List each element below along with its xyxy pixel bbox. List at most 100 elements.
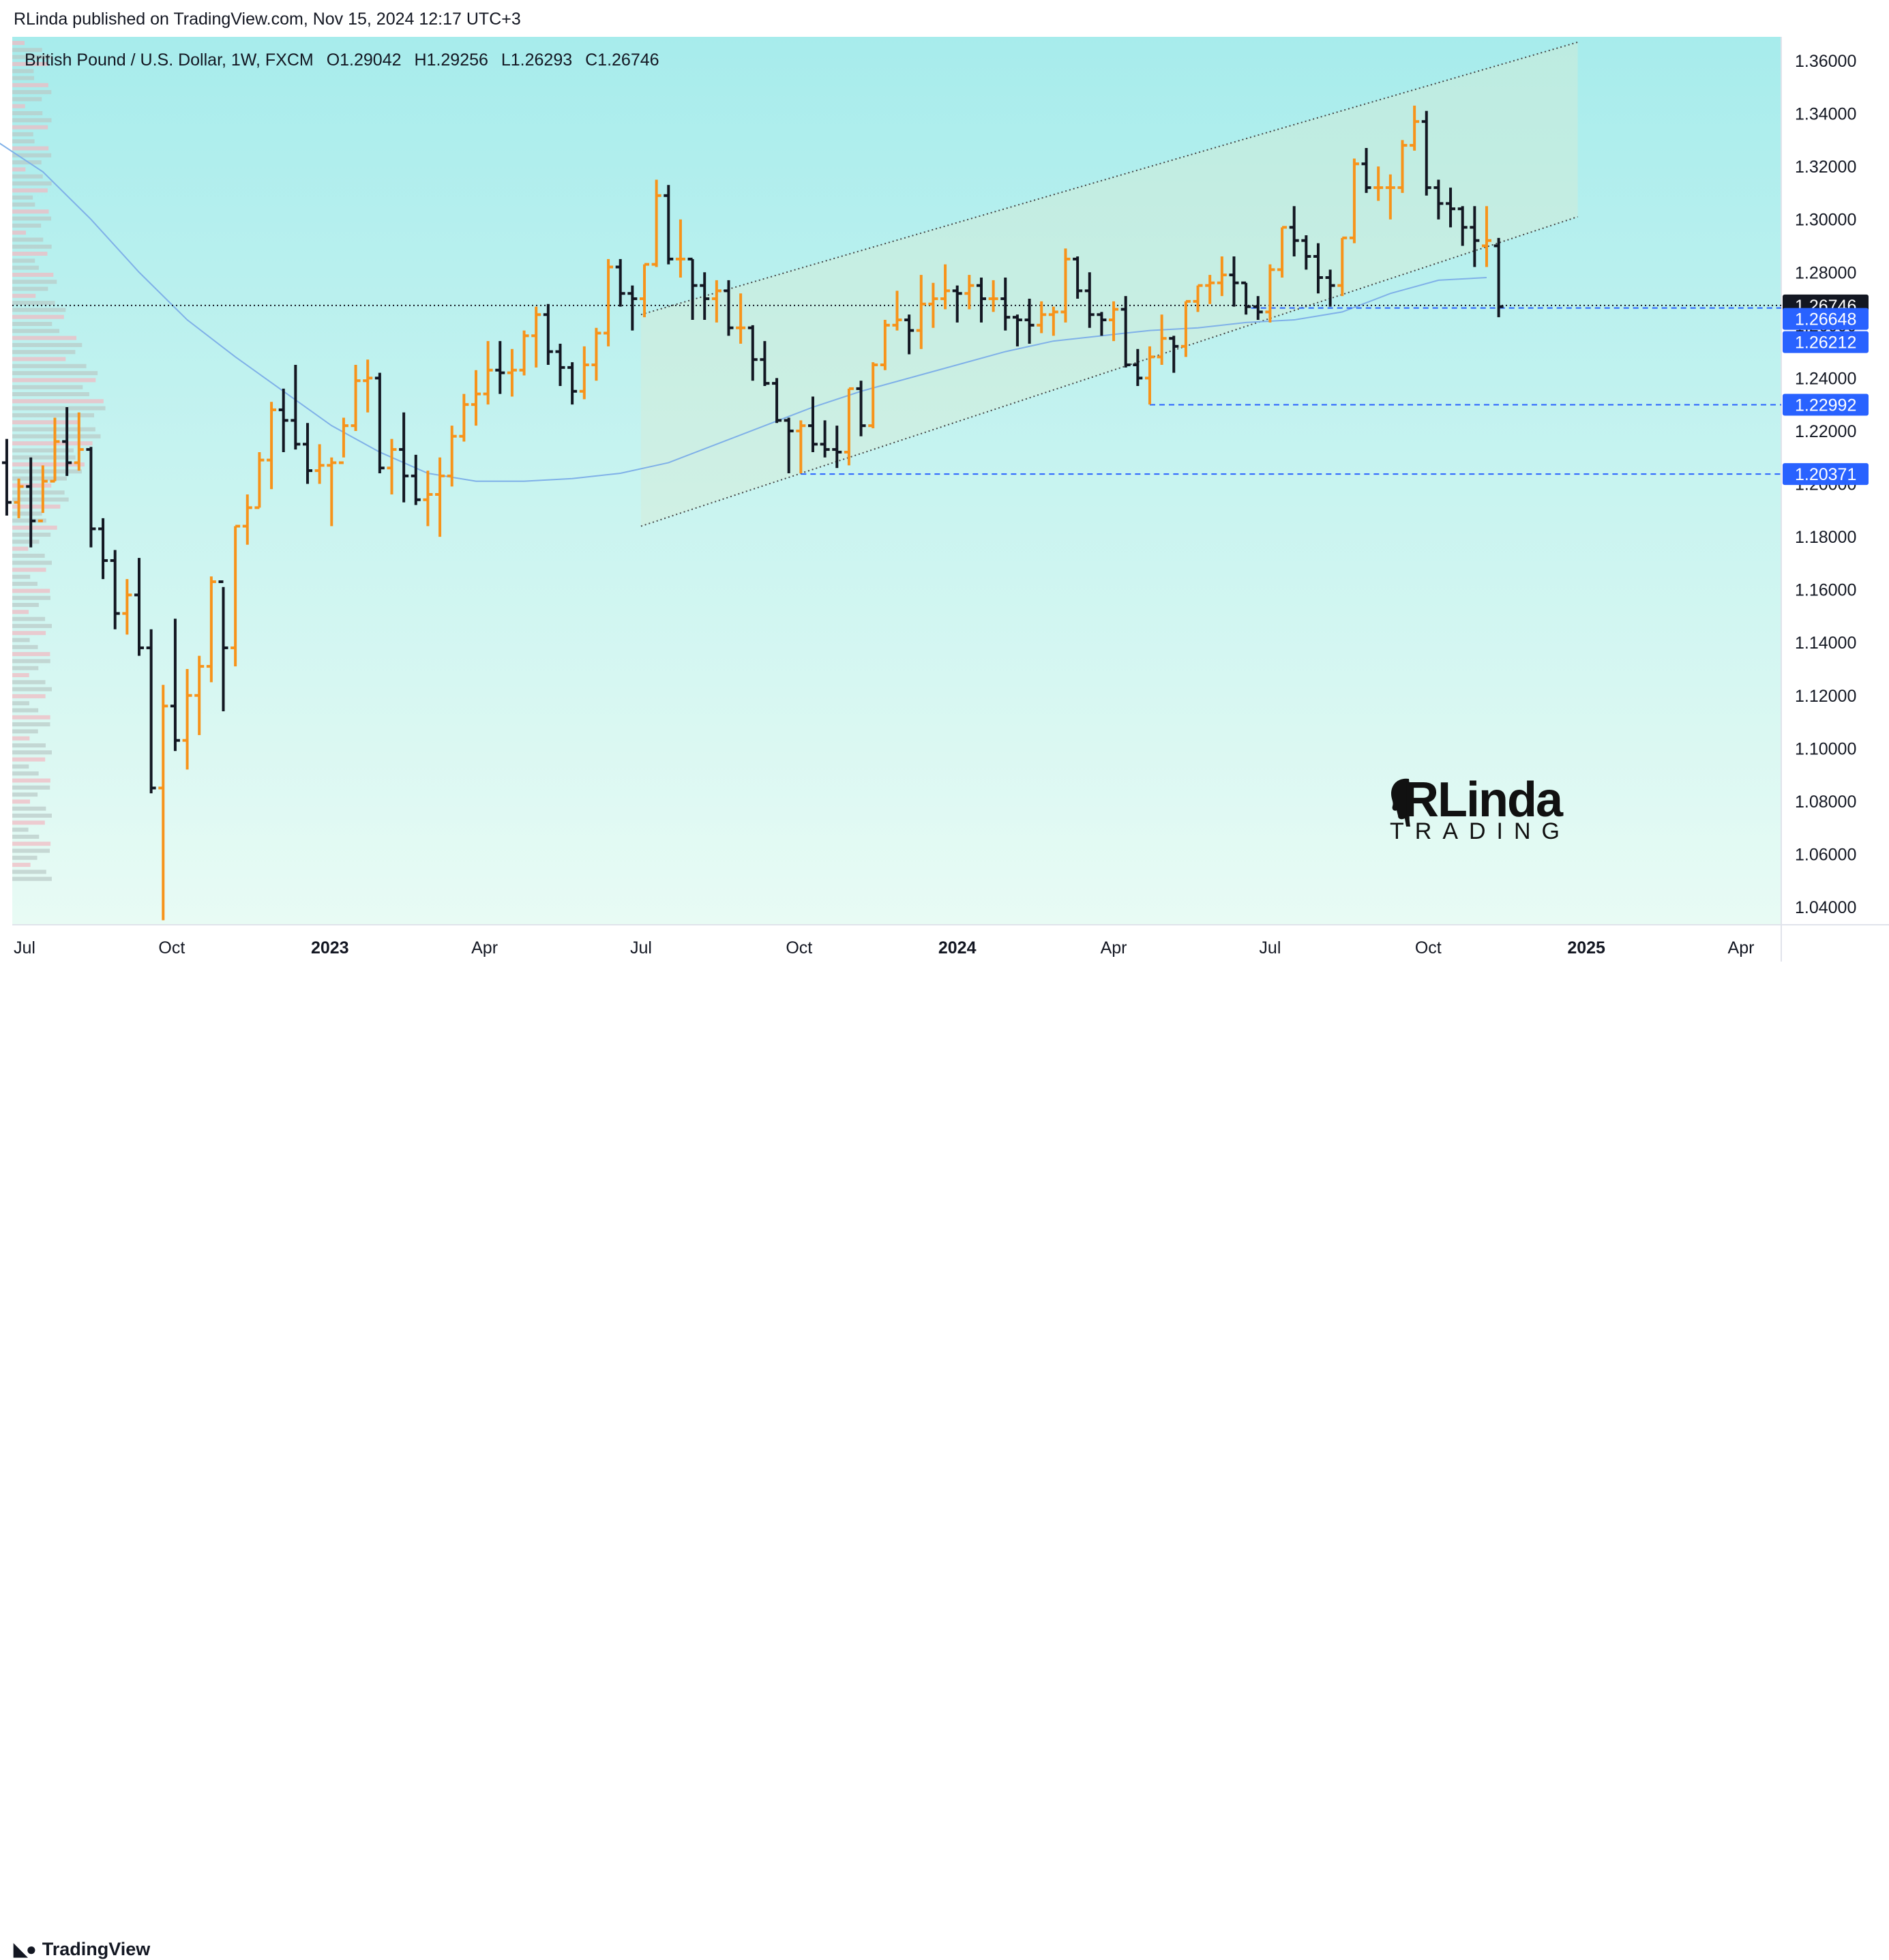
volume-profile-row bbox=[12, 111, 43, 115]
ohlc-bar bbox=[74, 412, 84, 471]
y-tick-label: 1.36000 bbox=[1795, 52, 1856, 71]
volume-profile-row bbox=[12, 644, 38, 649]
volume-profile bbox=[12, 41, 106, 881]
volume-profile-row bbox=[12, 750, 52, 755]
ohlc-bar bbox=[892, 291, 902, 331]
ohlc-bar bbox=[1457, 206, 1468, 246]
volume-profile-row bbox=[12, 293, 36, 298]
ohlc-bar bbox=[531, 306, 541, 368]
volume-profile-row bbox=[12, 41, 25, 45]
volume-profile-row bbox=[12, 322, 53, 326]
volume-profile-row bbox=[12, 434, 101, 439]
volume-profile-row bbox=[12, 708, 39, 713]
volume-profile-row bbox=[12, 799, 31, 804]
svg-text:1.26648: 1.26648 bbox=[1795, 310, 1856, 329]
ohlc-bar bbox=[1097, 312, 1107, 336]
tradingview-brand[interactable]: ◣● TradingView bbox=[14, 1939, 150, 1960]
channel-upper-line[interactable] bbox=[640, 41, 1578, 316]
volume-profile-row bbox=[12, 855, 38, 860]
ohlc-bar bbox=[254, 451, 265, 509]
volume-profile-row bbox=[12, 125, 48, 130]
tradingview-label: TradingView bbox=[42, 1939, 151, 1959]
volume-profile-row bbox=[12, 469, 82, 474]
regression-channel bbox=[640, 41, 1578, 527]
author-logo-sub: TRADING bbox=[1390, 818, 1571, 844]
ohlc-bar bbox=[591, 327, 601, 381]
ohlc-bar bbox=[784, 417, 794, 473]
ohlc-bar bbox=[1433, 179, 1444, 220]
tradingview-logo-icon: ◣● bbox=[14, 1939, 37, 1959]
ohlc-bar bbox=[1493, 237, 1504, 318]
price-tag: 1.26648 bbox=[1783, 308, 1869, 330]
ohlc-bar bbox=[736, 293, 746, 344]
volume-profile-row bbox=[12, 525, 57, 530]
volume-profile-row bbox=[12, 638, 30, 642]
volume-profile-row bbox=[12, 350, 76, 355]
volume-profile-row bbox=[12, 806, 46, 811]
ohlc-bar bbox=[206, 576, 216, 683]
volume-profile-row bbox=[12, 842, 51, 846]
ohlc-bar bbox=[651, 179, 661, 267]
ohlc-bar bbox=[122, 579, 132, 635]
y-tick-label: 1.32000 bbox=[1795, 158, 1856, 177]
ohlc-bar bbox=[796, 420, 806, 473]
profile-head-icon bbox=[1391, 778, 1412, 827]
x-tick-label: Oct bbox=[158, 938, 185, 957]
symbol-legend[interactable]: British Pound / U.S. Dollar, 1W, FXCM O1… bbox=[25, 50, 668, 70]
ohlc-bar bbox=[411, 454, 421, 505]
ohlc-bar bbox=[1000, 278, 1011, 331]
ohlc-bar bbox=[1349, 158, 1359, 243]
volume-profile-row bbox=[12, 139, 35, 144]
volume-profile-row bbox=[12, 76, 35, 80]
ohlc-bar bbox=[495, 341, 505, 394]
volume-profile-row bbox=[12, 83, 48, 87]
moving-average bbox=[0, 140, 1487, 482]
ohlc-bar bbox=[724, 280, 734, 336]
ohlc-bar bbox=[363, 359, 373, 413]
volume-profile-row bbox=[12, 736, 30, 741]
ohlc-bar bbox=[1205, 275, 1215, 304]
ohlc-bar bbox=[302, 423, 312, 484]
ohlc-bar bbox=[194, 655, 205, 735]
ohlc-bar bbox=[1410, 105, 1420, 151]
volume-profile-row bbox=[12, 680, 46, 685]
ohlc-bar bbox=[327, 457, 337, 526]
ohlc-bar bbox=[1048, 306, 1058, 336]
ohlc-bar bbox=[1157, 314, 1167, 365]
volume-profile-row bbox=[12, 237, 44, 242]
volume-profile-row bbox=[12, 785, 50, 790]
ohlc-bar bbox=[1133, 348, 1143, 387]
volume-profile-row bbox=[12, 876, 52, 881]
volume-profile-row bbox=[12, 589, 50, 593]
ohlc-bar bbox=[615, 258, 625, 307]
x-tick-label: Jul bbox=[630, 938, 652, 957]
ohlc-bar bbox=[675, 219, 685, 278]
ohlc-bar bbox=[1253, 296, 1263, 321]
ohlc-bar bbox=[314, 444, 325, 484]
volume-profile-row bbox=[12, 518, 46, 523]
x-tick-label: 2023 bbox=[311, 938, 349, 957]
volume-profile-row bbox=[12, 413, 95, 417]
price-chart[interactable]: 1.360001.340001.320001.300001.280001.260… bbox=[0, 0, 1889, 962]
volume-profile-row bbox=[12, 132, 33, 136]
symbol-name: British Pound / U.S. Dollar, 1W, FXCM bbox=[25, 50, 314, 70]
volume-profile-row bbox=[12, 308, 66, 312]
ohlc-bar bbox=[1180, 299, 1191, 357]
y-tick-label: 1.06000 bbox=[1795, 845, 1856, 864]
y-tick-label: 1.14000 bbox=[1795, 634, 1856, 653]
ohlc-bar bbox=[844, 387, 854, 466]
time-axis[interactable]: Jul Oct 2023 Apr Jul Oct 2024 Apr Jul Oct 2025 Apr bbox=[14, 938, 1754, 957]
ohlc-bar bbox=[1109, 301, 1119, 342]
ohlc-bar bbox=[964, 275, 975, 310]
ohlc-bar bbox=[627, 285, 638, 331]
y-tick-label: 1.10000 bbox=[1795, 739, 1856, 758]
ohlc-bar bbox=[880, 320, 890, 370]
ohlc-bar bbox=[519, 330, 529, 376]
legend-high: H1.29256 bbox=[414, 50, 488, 70]
ohlc-bar bbox=[1193, 284, 1203, 312]
volume-profile-row bbox=[12, 97, 42, 102]
ohlc-bar bbox=[664, 185, 674, 265]
ma-line[interactable] bbox=[0, 140, 1487, 482]
channel-lower-line[interactable] bbox=[640, 216, 1578, 527]
ohlc-bar bbox=[471, 370, 481, 426]
